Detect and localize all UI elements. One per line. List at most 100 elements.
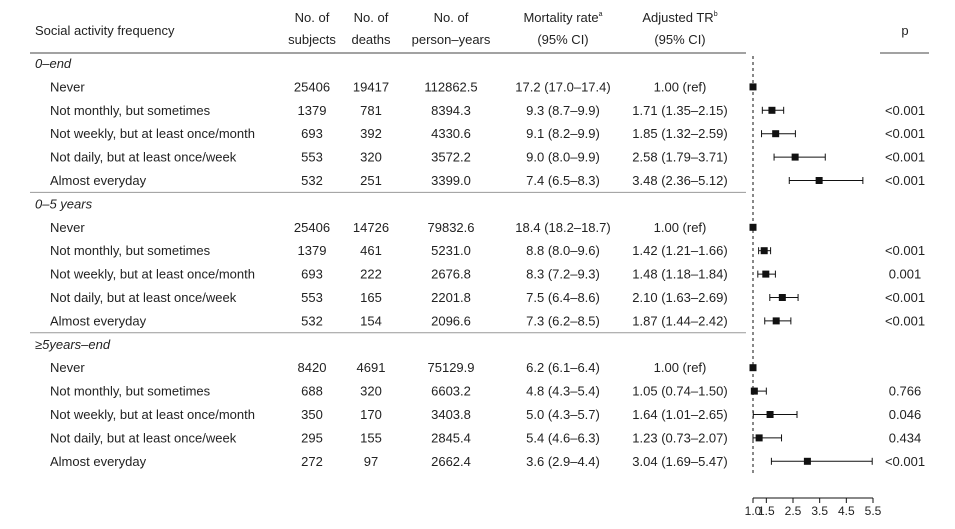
cell-mortality: 5.4 (4.6–6.3) — [526, 430, 600, 445]
point-estimate — [755, 434, 763, 442]
header-tr-2: (95% CI) — [654, 32, 705, 47]
cell-p: <0.001 — [885, 103, 925, 118]
row-label: Not monthly, but sometimes — [50, 103, 211, 118]
x-tick-label: 2.5 — [785, 504, 802, 518]
point-estimate — [750, 387, 758, 395]
cell-subjects: 1379 — [298, 103, 327, 118]
cell-person-years: 8394.3 — [431, 103, 471, 118]
cell-p: <0.001 — [885, 290, 925, 305]
point-estimate — [749, 364, 757, 372]
cell-subjects: 553 — [301, 150, 323, 165]
forest-plot — [749, 56, 873, 474]
header-mortality-text: Mortality rate — [523, 10, 598, 25]
cell-person-years: 4330.6 — [431, 126, 471, 141]
point-estimate — [768, 106, 776, 114]
cell-mortality: 9.0 (8.0–9.9) — [526, 150, 600, 165]
cell-subjects: 553 — [301, 290, 323, 305]
row-label: Not weekly, but at least once/month — [50, 407, 255, 422]
cell-subjects: 532 — [301, 173, 323, 188]
cell-subjects: 693 — [301, 267, 323, 282]
cell-p: <0.001 — [885, 313, 925, 328]
cell-p: 0.434 — [889, 430, 922, 445]
cell-mortality: 4.8 (4.3–5.4) — [526, 384, 600, 399]
row-label: Never — [50, 220, 85, 235]
point-estimate — [791, 153, 799, 161]
cell-deaths: 320 — [360, 384, 382, 399]
table-header: Social activity frequency No. of subject… — [35, 10, 909, 47]
cell-p: 0.766 — [889, 384, 922, 399]
cell-deaths: 14726 — [353, 220, 389, 235]
cell-tr: 1.42 (1.21–1.66) — [632, 243, 727, 258]
cell-mortality: 8.3 (7.2–9.3) — [526, 267, 600, 282]
row-label: Not weekly, but at least once/month — [50, 126, 255, 141]
cell-tr: 1.48 (1.18–1.84) — [632, 267, 727, 282]
header-tr-sup: b — [714, 11, 718, 18]
cell-mortality: 5.0 (4.3–5.7) — [526, 407, 600, 422]
row-label: Never — [50, 79, 85, 94]
section-title: 0–end — [35, 56, 72, 71]
cell-tr: 1.87 (1.44–2.42) — [632, 313, 727, 328]
cell-person-years: 75129.9 — [428, 360, 475, 375]
cell-subjects: 1379 — [298, 243, 327, 258]
cell-person-years: 2201.8 — [431, 290, 471, 305]
header-subjects-1: No. of — [295, 10, 330, 25]
cell-deaths: 4691 — [357, 360, 386, 375]
header-deaths-1: No. of — [354, 10, 389, 25]
cell-person-years: 2662.4 — [431, 454, 471, 469]
cell-person-years: 3399.0 — [431, 173, 471, 188]
cell-person-years: 2096.6 — [431, 313, 471, 328]
point-estimate — [778, 294, 786, 301]
cell-tr: 1.00 (ref) — [654, 360, 707, 375]
cell-tr: 1.23 (0.73–2.07) — [632, 430, 727, 445]
header-subjects-2: subjects — [288, 32, 336, 47]
x-tick-label: 5.5 — [865, 504, 882, 518]
cell-tr: 1.85 (1.32–2.59) — [632, 126, 727, 141]
point-estimate — [772, 130, 780, 138]
cell-tr: 2.58 (1.79–3.71) — [632, 150, 727, 165]
cell-mortality: 7.5 (6.4–8.6) — [526, 290, 600, 305]
cell-deaths: 392 — [360, 126, 382, 141]
x-axis: 1.01.5 2.5 3.5 4.5 5.5 — [745, 497, 882, 518]
point-estimate — [762, 270, 770, 278]
cell-tr: 3.04 (1.69–5.47) — [632, 454, 727, 469]
header-mortality-2: (95% CI) — [537, 32, 588, 47]
point-estimate — [749, 223, 757, 231]
cell-person-years: 112862.5 — [424, 79, 477, 94]
cell-p: <0.001 — [885, 150, 925, 165]
cell-mortality: 9.1 (8.2–9.9) — [526, 126, 600, 141]
header-person-years-1: No. of — [434, 10, 469, 25]
row-label: Not daily, but at least once/week — [50, 430, 237, 445]
cell-deaths: 222 — [360, 267, 382, 282]
cell-mortality: 6.2 (6.1–6.4) — [526, 360, 600, 375]
point-estimate — [766, 411, 774, 418]
row-label: Almost everyday — [50, 313, 147, 328]
cell-deaths: 19417 — [353, 79, 389, 94]
cell-deaths: 320 — [360, 150, 382, 165]
point-estimate — [760, 247, 768, 255]
cell-deaths: 461 — [360, 243, 382, 258]
cell-deaths: 251 — [360, 173, 382, 188]
cell-tr: 1.05 (0.74–1.50) — [632, 384, 727, 399]
cell-p: <0.001 — [885, 243, 925, 258]
header-deaths-2: deaths — [351, 32, 391, 47]
cell-deaths: 97 — [364, 454, 378, 469]
row-label: Not daily, but at least once/week — [50, 290, 237, 305]
cell-deaths: 154 — [360, 313, 382, 328]
cell-person-years: 2676.8 — [431, 267, 471, 282]
cell-deaths: 781 — [360, 103, 382, 118]
section-title: ≥5years–end — [35, 337, 111, 352]
cell-subjects: 8420 — [298, 360, 327, 375]
point-estimate — [772, 317, 780, 325]
header-tr-1: Adjusted TRb — [642, 10, 717, 25]
row-label: Not weekly, but at least once/month — [50, 267, 255, 282]
cell-subjects: 350 — [301, 407, 323, 422]
cell-mortality: 9.3 (8.7–9.9) — [526, 103, 600, 118]
cell-tr: 3.48 (2.36–5.12) — [632, 173, 727, 188]
cell-mortality: 18.4 (18.2–18.7) — [515, 220, 610, 235]
point-estimate — [815, 177, 823, 184]
x-tick-label: 1.5 — [758, 504, 775, 518]
cell-subjects: 532 — [301, 313, 323, 328]
cell-p: 0.001 — [889, 267, 922, 282]
table-rows: 0–end Never 25406 19417 112862.5 17.2 (17.0–1… — [30, 56, 925, 469]
cell-mortality: 7.4 (6.5–8.3) — [526, 173, 600, 188]
